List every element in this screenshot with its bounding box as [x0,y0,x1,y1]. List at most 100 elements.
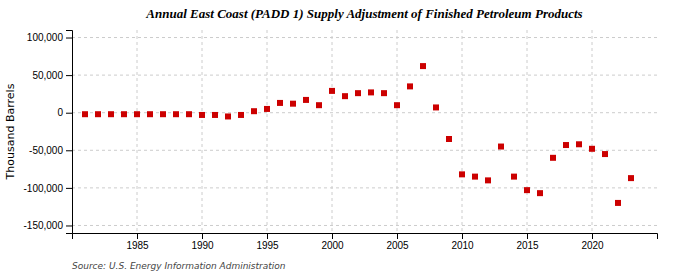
title: Annual East Coast (PADD 1) Supply Adjust… [145,6,582,21]
grid-line-x [332,30,333,233]
point [472,174,478,180]
y-tick: -50,000 [29,145,72,156]
x-axis: 1985 1990 1995 2000 2005 2010 2015 2020 [73,233,658,251]
x-tick-mark [527,233,528,239]
plot-area: 1985 1990 1995 2000 2005 2010 2015 2020 -150,000… [24,30,658,251]
y-axis-title: Thousand Barrels [4,83,17,180]
x-tick-label: 1985 [126,240,149,251]
x-tick-label: 2020 [581,240,604,251]
point [160,111,166,117]
y-tick: 100,000 [27,32,72,43]
y-axis-line [66,31,73,234]
x-tick: 2010 [451,233,474,251]
point [147,111,153,117]
y-tick-mark [66,188,72,189]
points [82,63,634,206]
x-tick: 1985 [126,233,149,251]
point [537,190,543,196]
y-tick-mark [66,113,72,114]
point [95,111,101,117]
point [199,112,205,118]
x-tick: 2020 [581,233,604,251]
x-tick-label: 1995 [256,240,279,251]
point [420,63,426,69]
point [368,89,374,95]
grid-line-x [202,30,203,233]
grid-line-y [72,37,657,38]
point [459,171,465,177]
grid-line-y [72,150,657,151]
point [316,102,322,108]
y-tick-label: -100,000 [24,183,64,194]
point [212,112,218,118]
x-tick-label: 2010 [451,240,474,251]
x-tick: 2015 [516,233,539,251]
x-tick: 2005 [386,233,409,251]
point [238,112,244,118]
y-axis: -150,000 -100,000 -50,000 0 50,000 100,000 [24,31,73,234]
point [342,93,348,99]
y-tick: 50,000 [32,70,72,81]
point [329,88,335,94]
x-tick-mark [137,233,138,239]
grid-line-y [72,225,657,226]
point [134,111,140,117]
x-tick-mark [462,233,463,239]
point [303,97,309,103]
point [173,111,179,117]
point [602,151,608,157]
point [498,144,504,150]
x-tick: 1995 [256,233,279,251]
y-tick: -100,000 [24,183,72,194]
grid [72,30,657,233]
point [394,102,400,108]
y-tick: -150,000 [24,220,72,231]
x-tick: 2000 [321,233,344,251]
source: Source: U.S. Energy Information Administ… [72,261,286,271]
x-tick-mark [592,233,593,239]
point [485,177,491,183]
x-tick-mark [332,233,333,239]
grid-line-x [527,30,528,233]
grid-line-x [592,30,593,233]
y-tick-mark [66,38,72,39]
x-tick-mark [202,233,203,239]
grid-line-y [72,187,657,188]
grid-line-y [72,112,657,113]
y-tick: 0 [57,107,72,118]
chart: 1985 1990 1995 2000 2005 2010 2015 2020 -150,000… [0,0,675,275]
point [615,200,621,206]
y-tick-mark [66,150,72,151]
grid-line-x [462,30,463,233]
point [355,90,361,96]
point [511,174,517,180]
point [290,101,296,107]
x-tick-mark [267,233,268,239]
y-tick-label: 100,000 [27,32,64,43]
y-tick-label: -150,000 [24,220,64,231]
point [563,142,569,148]
point [186,111,192,117]
x-tick-label: 2005 [386,240,409,251]
y-tick-mark [66,225,72,226]
point [277,100,283,106]
y-tick-label: 50,000 [32,70,63,81]
point [82,111,88,117]
point [550,155,556,161]
point [628,175,634,181]
point [433,104,439,110]
point [121,111,127,117]
point [589,146,595,152]
y-tick-label: 0 [57,107,63,118]
x-tick-label: 1990 [191,240,214,251]
y-tick-mark [66,75,72,76]
x-tick-label: 2015 [516,240,539,251]
y-tick-label: -50,000 [29,145,63,156]
point [251,108,257,114]
grid-line-x [267,30,268,233]
grid-line-y [72,75,657,76]
point [108,111,114,117]
point [407,83,413,89]
point [381,90,387,96]
point [524,187,530,193]
